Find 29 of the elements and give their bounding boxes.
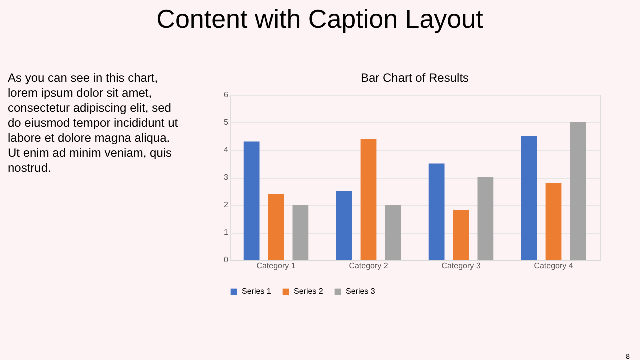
x-tick-label: Category 3 [442,262,482,270]
bar [521,136,538,260]
y-tick-label: 1 [224,228,230,237]
text: As you can see in this chart, lorem ipsum dolor sit amet, consectetur adipiscing elit, sed do eiusmod tempor incididunt ut labore et dolore magna aliqua. Ut enim ad minim veniam, quis nostrud. [8,71,179,175]
y-tick-label: 0 [224,256,230,264]
x-tick-label: Category 4 [534,262,574,270]
legend-label: Series 1 [242,287,272,296]
bar [336,191,352,260]
y-tick-label: 2 [224,200,230,210]
x-tick-label: Category 2 [349,262,389,270]
bar [360,139,377,260]
y-tick-label: 3 [224,173,230,182]
legend-label: Series 3 [346,287,376,296]
bar [385,205,402,260]
bar [428,164,445,260]
y-tick-label: 6 [224,90,230,100]
bar [244,142,260,260]
text: Content with Caption Layout [156,4,484,34]
bar [292,205,309,260]
bar [453,210,470,260]
y-tick-label: 4 [224,146,230,154]
chart-title: Bar Chart of Results [360,71,470,85]
bar [478,178,494,260]
x-tick-label: Category 1 [256,262,296,270]
bar [546,183,562,260]
bar [570,122,586,260]
y-tick-label: 5 [224,118,230,127]
legend-label: Series 2 [294,287,324,296]
bar [268,194,284,260]
